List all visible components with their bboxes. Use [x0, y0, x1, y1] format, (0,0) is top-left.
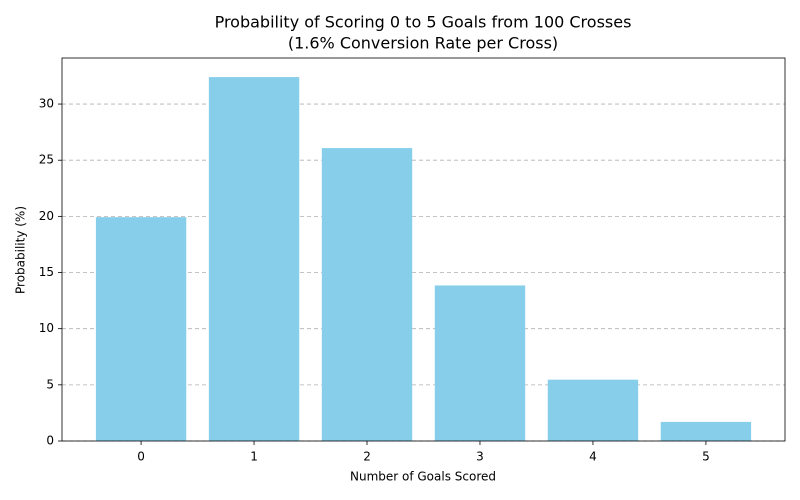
bar	[547, 379, 639, 441]
chart-title: Probability of Scoring 0 to 5 Goals from…	[215, 13, 632, 32]
x-tick-label: 1	[250, 450, 258, 464]
bar	[208, 77, 300, 441]
bar	[660, 421, 752, 441]
x-tick-label: 2	[363, 450, 371, 464]
x-tick-label: 3	[476, 450, 484, 464]
x-tick-label: 5	[702, 450, 710, 464]
bar	[321, 148, 413, 441]
y-tick-label: 15	[39, 265, 54, 279]
x-axis-label: Number of Goals Scored	[350, 470, 496, 484]
y-tick-label: 25	[39, 153, 54, 167]
x-tick-label: 4	[589, 450, 597, 464]
x-tick-label: 0	[137, 450, 145, 464]
bar	[434, 285, 526, 441]
y-axis-label: Probability (%)	[14, 206, 28, 294]
chart-subtitle: (1.6% Conversion Rate per Cross)	[288, 34, 558, 53]
plot-frame	[61, 57, 786, 442]
y-tick-label: 20	[39, 209, 54, 223]
y-tick-label: 30	[39, 97, 54, 111]
y-tick-label: 5	[46, 377, 54, 391]
y-tick-label: 10	[39, 321, 54, 335]
bar	[95, 217, 187, 441]
y-tick-label: 0	[46, 434, 54, 448]
